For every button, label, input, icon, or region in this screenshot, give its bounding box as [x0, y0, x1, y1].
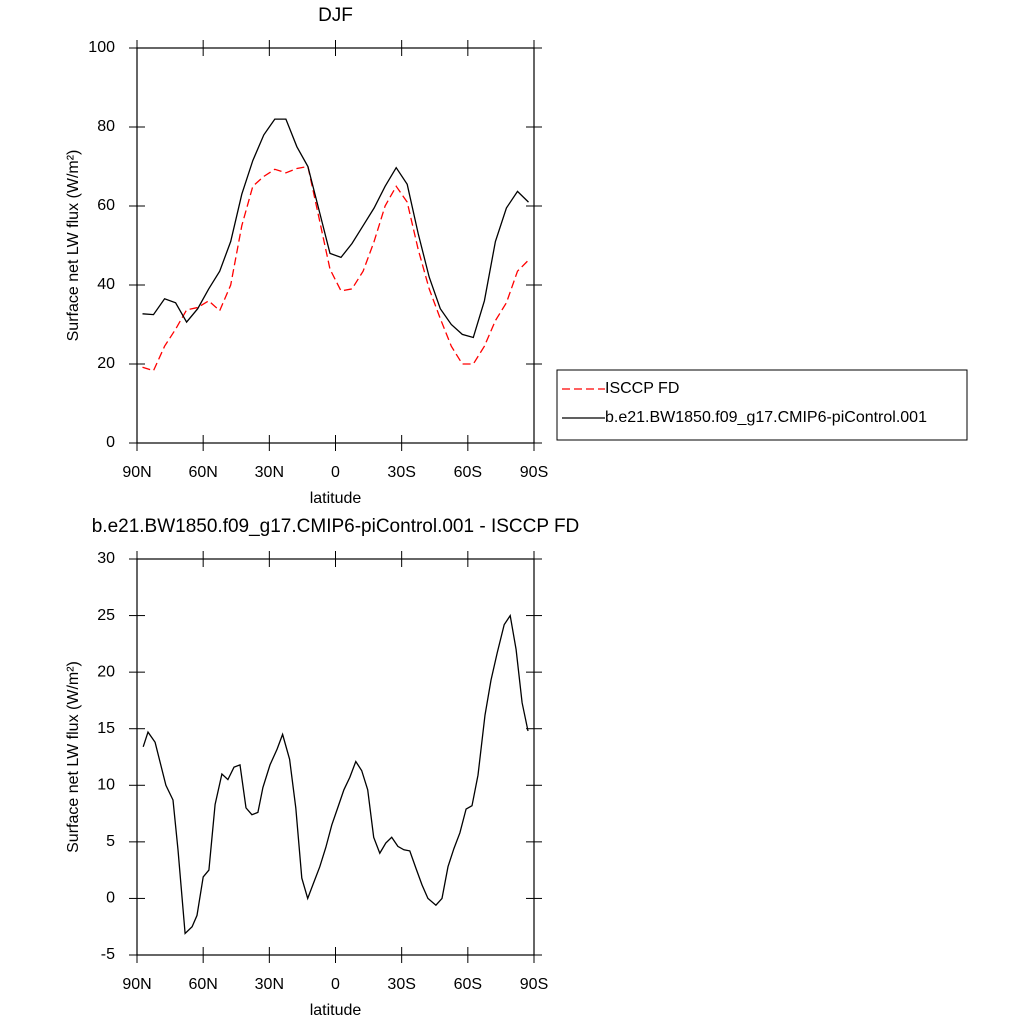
x-tick-label: 30N — [255, 976, 284, 993]
x-tick-label: 90S — [520, 976, 548, 993]
x-tick-label: 0 — [331, 976, 340, 993]
data-line — [142, 613, 529, 935]
x-tick-label: 60S — [454, 464, 482, 481]
y-axis-label: Surface net LW flux (W/m²) — [65, 150, 82, 342]
x-tick-label: 30N — [255, 464, 284, 481]
y-tick-label: 20 — [97, 663, 115, 680]
y-tick-label: 5 — [106, 833, 115, 850]
y-tick-label: 20 — [97, 355, 115, 372]
y-axis-label: Surface net LW flux (W/m²) — [65, 661, 82, 853]
plot-frame — [136, 558, 535, 956]
x-tick-label: 0 — [331, 464, 340, 481]
x-axis-label: latitude — [310, 1002, 362, 1019]
chart-title: DJF — [318, 5, 353, 26]
data-line — [142, 165, 529, 372]
y-tick-label: 15 — [97, 720, 115, 737]
y-tick-label: 30 — [97, 550, 115, 567]
x-tick-label: 30S — [387, 976, 415, 993]
y-tick-label: 10 — [97, 777, 115, 794]
x-tick-label: 60S — [454, 976, 482, 993]
chart-title: b.e21.BW1850.f09_g17.CMIP6-piControl.001… — [92, 516, 580, 537]
x-tick-label: 90N — [122, 976, 151, 993]
y-tick-label: 100 — [88, 39, 115, 56]
y-tick-label: 60 — [97, 197, 115, 214]
x-tick-label: 60N — [188, 976, 217, 993]
x-axis-label: latitude — [310, 490, 362, 507]
y-tick-label: -5 — [101, 946, 115, 963]
y-tick-label: 40 — [97, 276, 115, 293]
y-tick-label: 80 — [97, 118, 115, 135]
x-tick-label: 60N — [188, 464, 217, 481]
y-tick-label: 0 — [106, 434, 115, 451]
legend-label: ISCCP FD — [605, 380, 679, 397]
legend-box — [556, 369, 968, 441]
x-tick-label: 30S — [387, 464, 415, 481]
data-line — [142, 118, 529, 339]
y-tick-label: 0 — [106, 890, 115, 907]
legend-label: b.e21.BW1850.f09_g17.CMIP6-piControl.001 — [605, 409, 927, 426]
plot-frame — [136, 47, 535, 444]
x-tick-label: 90S — [520, 464, 548, 481]
y-tick-label: 25 — [97, 607, 115, 624]
x-tick-label: 90N — [122, 464, 151, 481]
